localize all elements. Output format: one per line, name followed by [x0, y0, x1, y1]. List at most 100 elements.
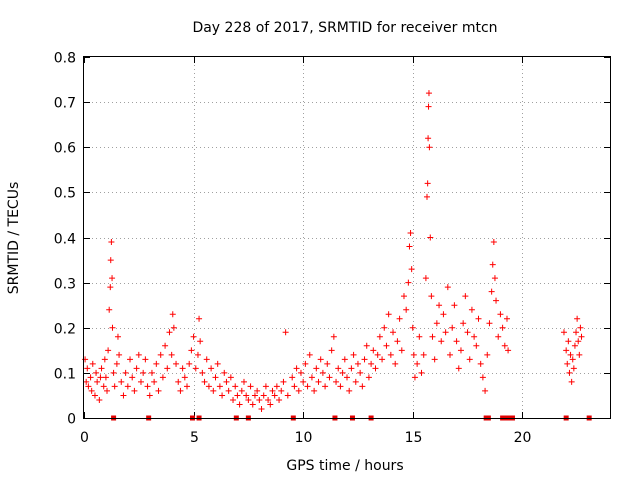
data-point [111, 383, 118, 390]
data-point [365, 374, 372, 381]
data-point [166, 329, 173, 336]
data-point [578, 333, 585, 340]
data-point [333, 378, 340, 385]
data-point [159, 374, 166, 381]
data-point [322, 383, 329, 390]
data-point [113, 360, 120, 367]
data-point [462, 293, 469, 300]
data-point [247, 383, 254, 390]
data-point [473, 342, 480, 349]
data-point [311, 387, 318, 394]
data-point [410, 351, 417, 358]
data-point [122, 369, 129, 376]
x-tick-label: 20 [514, 430, 532, 446]
y-tick-label: 0.2 [54, 322, 76, 338]
data-point [212, 374, 219, 381]
data-point [381, 324, 388, 331]
y-tick-label: 0 [67, 412, 76, 428]
data-point [376, 333, 383, 340]
data-point [350, 351, 357, 358]
y-tick-label: 0.1 [54, 367, 76, 383]
data-point [352, 378, 359, 385]
data-point [348, 365, 355, 372]
data-point [216, 383, 223, 390]
data-point [425, 103, 432, 110]
data-point [302, 360, 309, 367]
data-point [390, 329, 397, 336]
data-point [422, 275, 429, 282]
data-point [361, 356, 368, 363]
data-point [208, 365, 215, 372]
data-point [317, 356, 324, 363]
data-point [575, 338, 582, 345]
data-point [269, 387, 276, 394]
data-point [409, 324, 416, 331]
data-point [339, 369, 346, 376]
x-tick-label: 0 [80, 430, 89, 446]
data-point [157, 351, 164, 358]
data-point [186, 360, 193, 367]
data-point [368, 360, 375, 367]
data-point [173, 360, 180, 367]
data-point [105, 347, 112, 354]
data-point [133, 365, 140, 372]
data-point [466, 356, 473, 363]
data-point [411, 374, 418, 381]
data-point [488, 288, 495, 295]
data-point [567, 351, 574, 358]
data-point [428, 293, 435, 300]
x-tick-label: 10 [295, 430, 313, 446]
data-point [475, 315, 482, 322]
data-point [565, 338, 572, 345]
data-point [291, 383, 298, 390]
data-point [479, 374, 486, 381]
data-point [89, 360, 96, 367]
y-tick-label: 0.3 [54, 277, 76, 293]
data-point [278, 387, 285, 394]
data-point [407, 229, 414, 236]
data-point [232, 383, 239, 390]
data-point [503, 315, 510, 322]
data-point [151, 378, 158, 385]
data-point [357, 369, 364, 376]
data-point [471, 333, 478, 340]
data-point [100, 383, 107, 390]
data-point [87, 374, 94, 381]
data-point [219, 392, 226, 399]
data-point [104, 387, 111, 394]
data-point [223, 378, 230, 385]
data-point [363, 342, 370, 349]
data-point [179, 365, 186, 372]
data-point [447, 351, 454, 358]
data-point [425, 135, 432, 142]
data-point [168, 351, 175, 358]
data-point [425, 90, 432, 97]
data-point [420, 351, 427, 358]
data-point [271, 392, 278, 399]
data-point [102, 374, 109, 381]
data-point [116, 351, 123, 358]
data-point [153, 360, 160, 367]
data-point [385, 311, 392, 318]
data-point [120, 392, 127, 399]
data-point [308, 374, 315, 381]
data-point [392, 360, 399, 367]
data-point [370, 347, 377, 354]
data-point [326, 374, 333, 381]
data-point [225, 387, 232, 394]
data-point [493, 297, 500, 304]
data-point [210, 387, 217, 394]
data-point [477, 360, 484, 367]
data-point [97, 374, 104, 381]
data-point [240, 378, 247, 385]
data-point [181, 374, 188, 381]
data-point [110, 369, 117, 376]
y-tick-label: 0.4 [54, 232, 76, 248]
data-point [394, 338, 401, 345]
y-tick-label: 0.5 [54, 186, 76, 202]
data-point [436, 302, 443, 309]
data-point [460, 320, 467, 327]
y-tick-label: 0.8 [54, 51, 76, 67]
data-point [146, 392, 153, 399]
